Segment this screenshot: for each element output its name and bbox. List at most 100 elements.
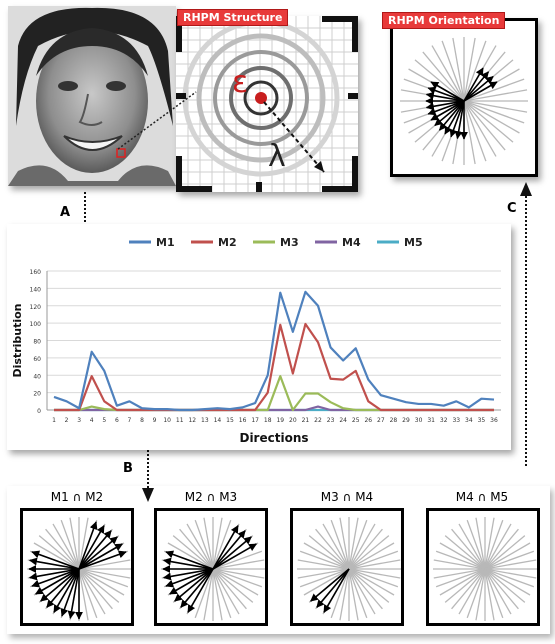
direction-spoke [484,542,531,570]
x-tick-label: 6 [115,417,119,424]
direction-spoke [463,40,487,102]
x-tick-label: 9 [153,417,157,424]
intersection-star-m4-m5 [433,517,537,621]
direction-spoke [484,528,519,570]
direction-spoke [172,535,214,570]
direction-spoke [78,559,131,570]
direction-spoke [78,568,120,603]
direction-spoke [433,559,486,570]
step-b-label: B [123,461,133,476]
direction-arrow [316,568,350,608]
direction-arrow [212,543,257,570]
direction-spoke [463,100,487,162]
x-tick-label: 35 [478,417,486,424]
direction-arrow [162,568,214,581]
direction-arrow [174,568,214,602]
x-tick-label: 30 [415,417,423,424]
direction-spoke [308,535,350,570]
direction-arrow [31,568,80,588]
direction-spoke [78,568,125,596]
face-photo-panel [8,6,176,186]
intersection-label-m1-m2: M1 ∩ M2 [50,490,104,504]
legend-label-m5: M5 [404,236,423,249]
y-tick-label: 120 [30,304,42,311]
direction-spoke [297,559,350,570]
rhpm-structure-panel: ε λ [176,16,358,192]
legend-label-m3: M3 [280,236,299,249]
direction-arrow [434,100,465,127]
x-tick-label: 19 [276,417,284,424]
x-tick-label: 11 [176,417,184,424]
orientation-star [400,37,528,165]
direction-spoke [348,542,395,570]
direction-spoke [439,542,486,570]
step-a-label: A [60,205,71,220]
direction-spoke [299,568,350,588]
direction-spoke [45,528,80,570]
direction-spoke [78,568,98,619]
direction-spoke [322,523,350,570]
y-axis-label: Distribution [11,303,24,377]
direction-arrow [180,568,214,608]
direction-spoke [203,517,214,570]
center-pixel [255,92,267,104]
direction-spoke [452,37,465,102]
direction-arrow [427,86,465,102]
x-tick-label: 23 [327,417,335,424]
direction-arrow [463,67,484,102]
direction-spoke [484,568,519,610]
legend-label-m4: M4 [342,236,361,249]
direction-spoke [348,559,401,570]
direction-spoke [435,550,486,570]
legend-label-m2: M2 [218,236,237,249]
direction-spoke [484,523,512,570]
direction-spoke [484,568,537,579]
direction-spoke [466,519,486,570]
y-tick-label: 40 [33,373,41,380]
direction-spoke [212,568,259,596]
direction-spoke [435,568,486,588]
x-tick-label: 25 [352,417,360,424]
x-tick-label: 34 [465,417,473,424]
direction-arrow [40,568,80,602]
x-tick-label: 26 [364,417,372,424]
direction-spoke [463,37,476,102]
x-tick-label: 28 [390,417,398,424]
direction-arrow [60,568,80,617]
direction-spoke [414,59,465,102]
direction-spoke [466,568,486,619]
direction-spoke [348,568,401,579]
direction-spoke [439,568,486,596]
direction-spoke [212,568,247,610]
direction-spoke [451,568,486,610]
x-tick-label: 3 [77,417,81,424]
direction-spoke [315,528,350,570]
x-tick-label: 20 [289,417,297,424]
direction-spoke [348,568,359,621]
direction-arrow [463,81,498,102]
intersection-panel-m2-m3 [154,508,268,626]
direction-spoke [78,568,129,588]
x-tick-label: 12 [188,417,196,424]
rhpm-orientation-tag: RHPM Orientation [382,12,506,29]
direction-spoke [33,542,80,570]
direction-arrow [165,568,214,588]
direction-spoke [339,517,350,570]
x-tick-label: 22 [314,417,322,424]
direction-spoke [348,568,383,610]
direction-arrow [165,550,214,570]
direction-spoke [484,550,535,570]
direction-spoke [444,568,486,603]
x-tick-label: 27 [377,417,385,424]
direction-spoke [179,528,214,570]
direction-spoke [303,568,350,596]
x-tick-label: 21 [302,417,310,424]
direction-spoke [203,568,214,621]
direction-spoke [330,519,350,570]
direction-spoke [458,523,486,570]
direction-spoke [212,519,232,570]
x-tick-label: 31 [427,417,435,424]
direction-arrow [78,550,127,570]
y-tick-label: 80 [33,339,41,346]
direction-spoke [484,568,512,615]
